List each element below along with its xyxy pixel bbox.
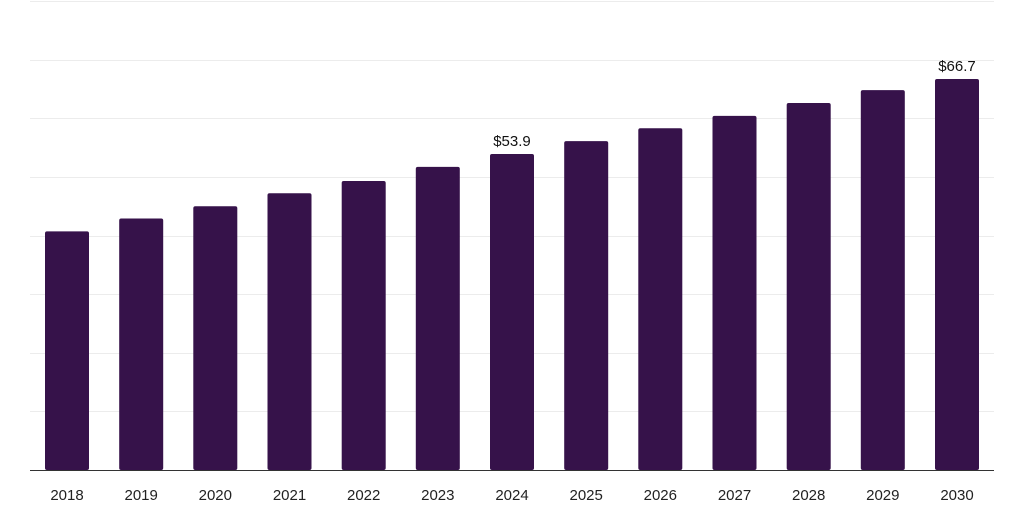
x-tick-label: 2026 <box>644 487 677 504</box>
x-tick-label: 2024 <box>495 487 528 504</box>
x-tick-label: 2025 <box>570 487 603 504</box>
x-tick-label: 2019 <box>125 487 158 504</box>
x-axis-tick-labels: 2018 2019 2020 2021 2022 2023 2024 2025 2026 2027… <box>50 487 973 504</box>
bar-2028[interactable] <box>786 103 831 470</box>
x-tick-label: 2028 <box>792 487 825 504</box>
bar-2029[interactable] <box>860 90 905 470</box>
data-label: $53.9 <box>493 133 531 150</box>
x-tick-label: 2023 <box>421 487 454 504</box>
x-tick-label: 2022 <box>347 487 380 504</box>
bar-2026[interactable] <box>638 128 683 470</box>
bar-2027[interactable] <box>712 115 757 471</box>
bar-2023[interactable] <box>415 166 460 470</box>
bar-2021[interactable] <box>267 193 312 471</box>
bar-2019[interactable] <box>119 218 164 471</box>
bar-2025[interactable] <box>564 141 609 470</box>
bars <box>45 79 979 471</box>
bar-2018[interactable] <box>45 231 89 470</box>
x-tick-label: 2020 <box>199 487 232 504</box>
data-labels: $53.9 $66.7 <box>493 58 976 150</box>
x-tick-label: 2018 <box>50 487 83 504</box>
x-tick-label: 2021 <box>273 487 306 504</box>
bar-2030[interactable] <box>935 79 979 470</box>
bar-2022[interactable] <box>341 181 386 470</box>
x-tick-label: 2029 <box>866 487 899 504</box>
bar-2020[interactable] <box>193 206 238 470</box>
data-label: $66.7 <box>938 58 976 75</box>
x-tick-label: 2027 <box>718 487 751 504</box>
bar-2024[interactable] <box>490 154 534 470</box>
x-tick-label: 2030 <box>940 487 973 504</box>
